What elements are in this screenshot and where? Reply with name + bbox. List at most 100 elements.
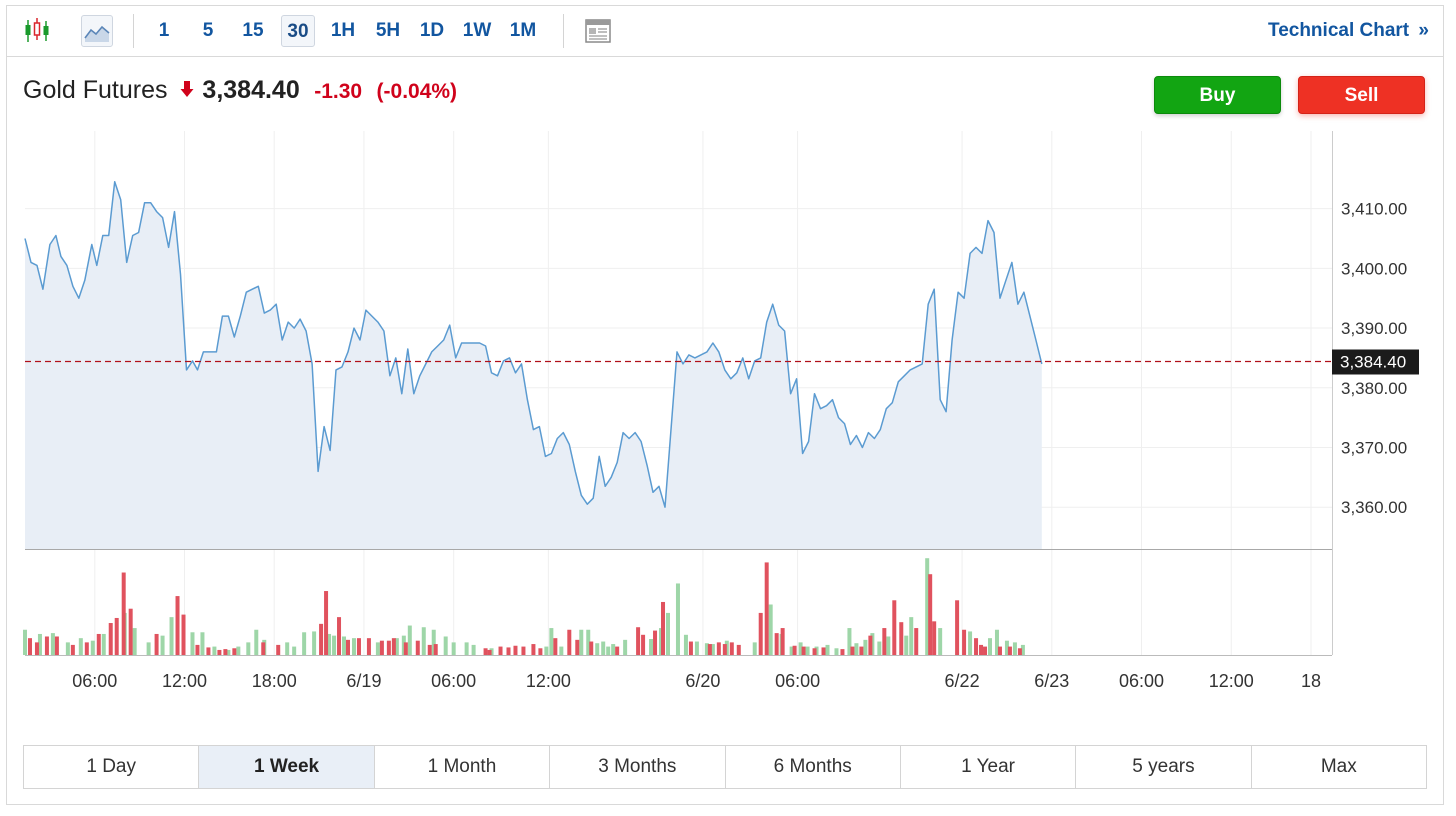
volume-bar-down bbox=[928, 574, 933, 655]
volume-bar-up bbox=[394, 638, 399, 655]
range-1-day[interactable]: 1 Day bbox=[24, 746, 200, 788]
range-selector: 1 Day 1 Week 1 Month 3 Months 6 Months 1… bbox=[23, 745, 1427, 789]
volume-bar-up bbox=[825, 644, 830, 655]
news-panel-icon[interactable] bbox=[582, 15, 614, 47]
volume-bar-up bbox=[78, 638, 83, 655]
price-area bbox=[25, 181, 1042, 550]
volume-bar-up bbox=[938, 628, 943, 655]
volume-bar-up bbox=[904, 635, 909, 655]
volume-bar-down bbox=[506, 647, 511, 655]
volume-bar-up bbox=[236, 646, 241, 655]
volume-bar-up bbox=[925, 558, 930, 655]
range-6-months[interactable]: 6 Months bbox=[726, 746, 901, 788]
range-1-month[interactable]: 1 Month bbox=[375, 746, 551, 788]
volume-bar-down bbox=[84, 642, 89, 655]
volume-bar-up bbox=[464, 642, 469, 655]
y-tick-label: 3,410.00 bbox=[1341, 200, 1407, 219]
volume-bar-up bbox=[160, 635, 165, 655]
x-tick-label: 6/22 bbox=[945, 671, 980, 691]
volume-bar-up bbox=[101, 633, 106, 655]
x-tick-label: 12:00 bbox=[526, 671, 571, 691]
volume-bar-down bbox=[128, 608, 133, 655]
chart-widget: 1 5 15 30 1H 5H 1D 1W 1M Technical Chart… bbox=[6, 5, 1444, 805]
volume-bar-up bbox=[169, 617, 174, 655]
volume-bar-up bbox=[1004, 640, 1009, 655]
interval-15[interactable]: 15 bbox=[242, 20, 264, 41]
interval-30[interactable]: 30 bbox=[281, 15, 315, 47]
interval-5h[interactable]: 5H bbox=[375, 20, 401, 41]
volume-bar-up bbox=[292, 646, 297, 655]
buy-button[interactable]: Buy bbox=[1154, 76, 1281, 114]
volume-bar-up bbox=[327, 633, 332, 655]
volume-bar-up bbox=[443, 636, 448, 655]
interval-1d[interactable]: 1D bbox=[419, 20, 445, 41]
interval-1m[interactable]: 1M bbox=[509, 20, 537, 41]
price-chart[interactable]: Investing.com3,360.003,370.003,380.003,3… bbox=[7, 6, 1445, 741]
volume-bar-down bbox=[487, 649, 492, 655]
range-max[interactable]: Max bbox=[1320, 756, 1357, 777]
volume-bar-up bbox=[595, 643, 600, 655]
volume-bar-up bbox=[854, 643, 859, 655]
interval-1h[interactable]: 1H bbox=[330, 20, 356, 41]
price-change-percent: (-0.04%) bbox=[376, 80, 458, 103]
volume-bar-down bbox=[575, 639, 580, 655]
volume-bar-down bbox=[615, 646, 620, 655]
line-chart-icon[interactable] bbox=[81, 15, 113, 47]
double-chevron-right-icon: » bbox=[1418, 20, 1429, 41]
volume-bar-up bbox=[471, 644, 476, 655]
volume-bar-down bbox=[914, 628, 919, 655]
volume-bar-down bbox=[483, 648, 488, 655]
volume-bar-down bbox=[1007, 646, 1012, 655]
x-tick-label: 12:00 bbox=[162, 671, 207, 691]
volume-bar-down bbox=[345, 639, 350, 655]
volume-bar-up bbox=[611, 644, 616, 655]
volume-bar-down bbox=[653, 630, 658, 655]
interval-5[interactable]: 5 bbox=[202, 20, 214, 41]
volume-bar-down bbox=[859, 646, 864, 655]
interval-1w[interactable]: 1W bbox=[462, 20, 492, 41]
volume-bar-down bbox=[688, 641, 693, 655]
range-5-years[interactable]: 5 years bbox=[1076, 746, 1252, 788]
range-1-week[interactable]: 1 Week bbox=[199, 746, 375, 788]
volume-bar-up bbox=[559, 646, 564, 655]
toolbar-divider bbox=[133, 14, 134, 48]
volume-bar-up bbox=[332, 635, 337, 655]
volume-bar-down bbox=[379, 640, 384, 655]
volume-bar-down bbox=[736, 644, 741, 655]
volume-bar-down bbox=[427, 644, 432, 655]
volume-bar-down bbox=[366, 638, 371, 655]
volume-bar-up bbox=[704, 643, 709, 655]
volume-bar-up bbox=[606, 646, 611, 655]
volume-bar-down bbox=[391, 638, 396, 655]
volume-bar-up bbox=[649, 639, 654, 655]
volume-bar-down bbox=[121, 572, 126, 655]
technical-chart-link[interactable]: Technical Chart » bbox=[1268, 15, 1429, 47]
volume-bar-up bbox=[246, 642, 251, 655]
volume-bar-down bbox=[979, 644, 984, 655]
interval-1[interactable]: 1 bbox=[158, 20, 170, 41]
range-3-months[interactable]: 3 Months bbox=[550, 746, 726, 788]
volume-bar-down bbox=[553, 638, 558, 655]
volume-bar-up bbox=[968, 631, 973, 655]
volume-bar-down bbox=[661, 601, 666, 655]
volume-bar-up bbox=[190, 632, 195, 655]
volume-bar-up bbox=[752, 642, 757, 655]
range-1-year[interactable]: 1 Year bbox=[901, 746, 1077, 788]
x-tick-label: 12:00 bbox=[1209, 671, 1254, 691]
volume-bar-down bbox=[27, 638, 32, 655]
volume-bar-up bbox=[544, 646, 549, 655]
sell-button[interactable]: Sell bbox=[1298, 76, 1425, 114]
volume-bar-down bbox=[962, 629, 967, 655]
volume-bar-down bbox=[513, 645, 518, 655]
volume-bar-up bbox=[666, 612, 670, 655]
volume-bar-down bbox=[70, 644, 75, 655]
volume-bar-down bbox=[433, 644, 438, 655]
volume-bar-down bbox=[54, 636, 59, 655]
volume-bar-down bbox=[261, 642, 266, 655]
volume-bar-down bbox=[821, 647, 826, 655]
candlestick-icon[interactable] bbox=[21, 15, 53, 47]
volume-bar-down bbox=[729, 642, 734, 655]
volume-bar-down bbox=[175, 596, 180, 655]
volume-bar-up bbox=[683, 634, 688, 655]
volume-bar-down bbox=[812, 648, 817, 655]
